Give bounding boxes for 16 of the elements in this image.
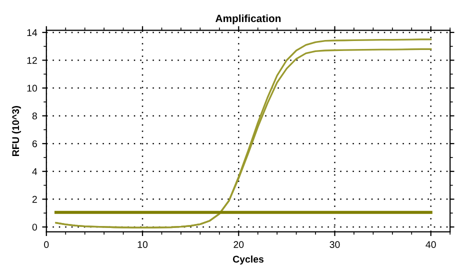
y-tick-label: 0 [32,224,37,231]
y-tick-label: 14 [27,29,38,36]
y-tick-label: 2 [32,196,37,203]
y-tick-label: 6 [32,140,37,148]
y-tick-label: 10 [27,84,37,92]
chart-title: Amplification [216,14,281,24]
y-tick-label: 12 [27,56,37,64]
x-tick-label: 20 [234,241,244,248]
x-tick-label: 0 [44,241,49,248]
x-tick-label: 30 [330,241,340,248]
x-tick-label: 10 [138,241,148,248]
x-axis-title: Cycles [232,255,264,265]
y-tick-label: 8 [32,112,37,120]
y-axis-title: RFU (10^3) [12,106,22,156]
x-tick-label: 40 [426,241,436,248]
y-tick-label: 4 [32,168,38,175]
